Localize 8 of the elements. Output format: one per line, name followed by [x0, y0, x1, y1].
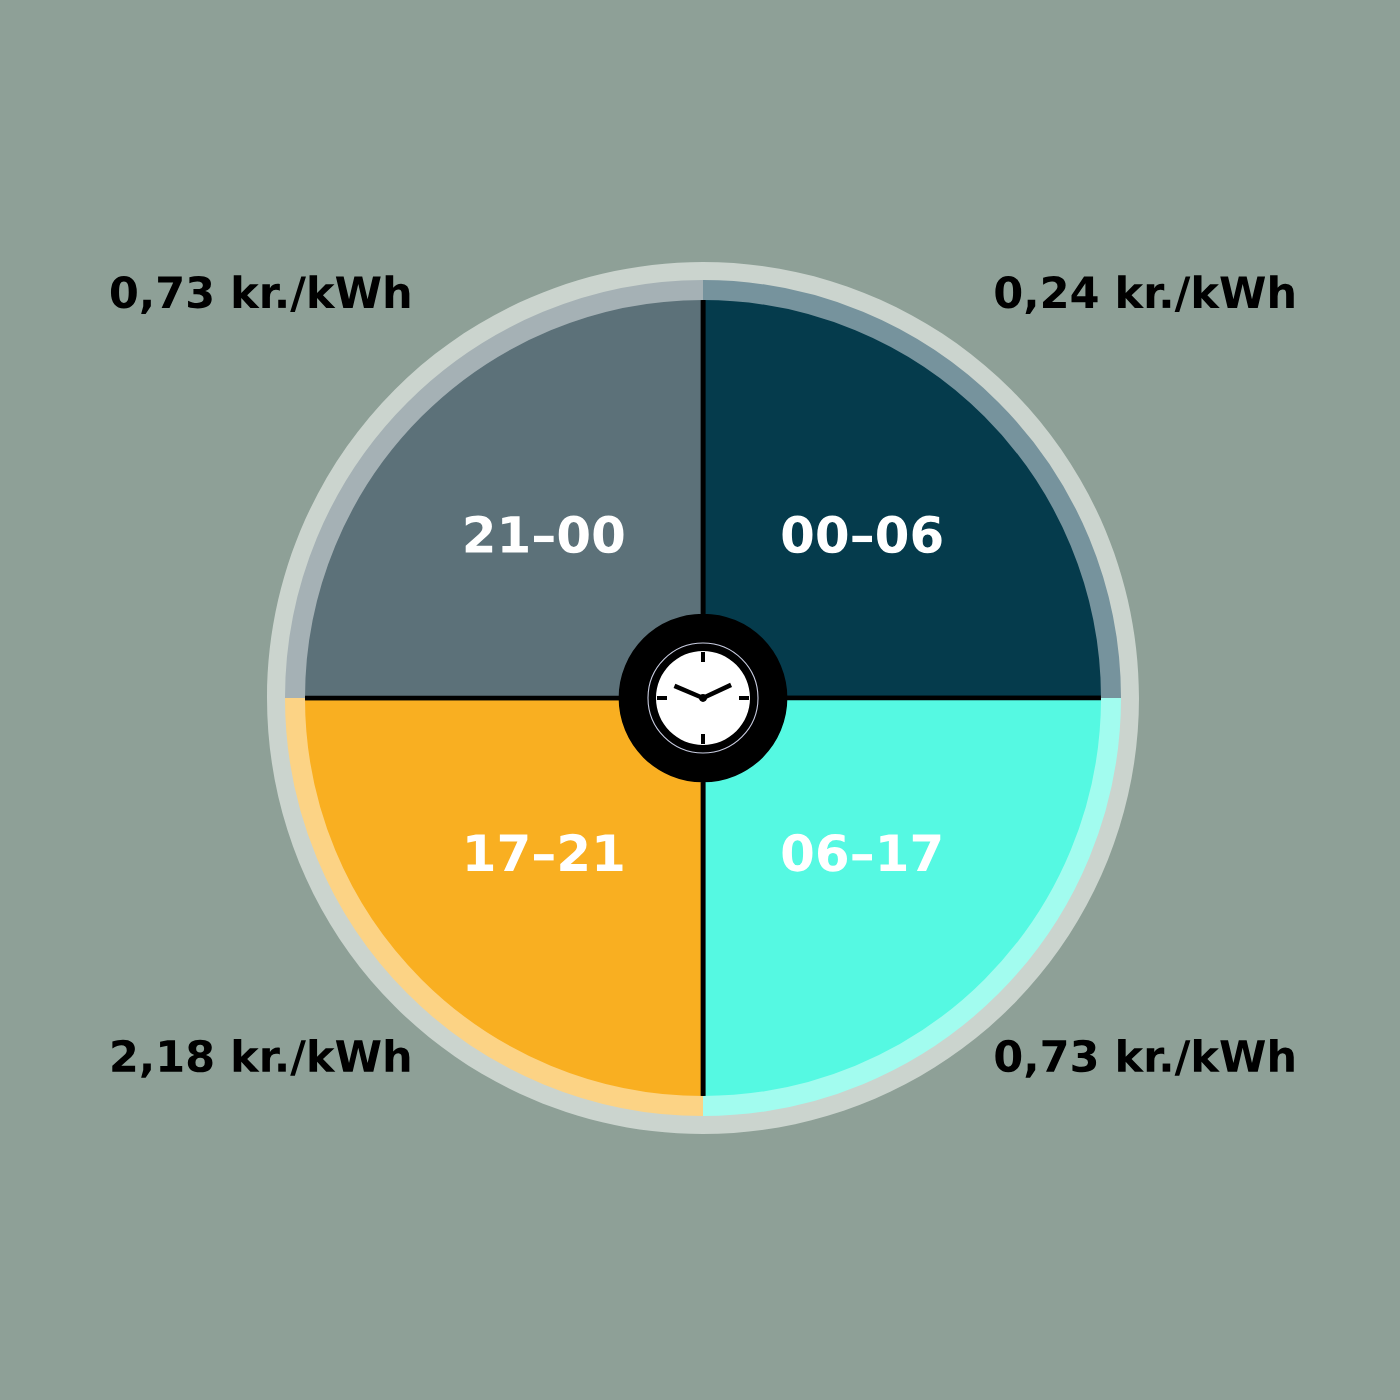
text: 0,73 kr./kWh [110, 275, 410, 314]
text: 0,73 kr./kWh [995, 1038, 1294, 1078]
slice-label: 21–00 [465, 515, 624, 554]
slice-label: 00–06 [782, 515, 942, 554]
text: 0,24 kr./kWh [995, 275, 1294, 314]
slice-label: 06–17 [782, 833, 941, 872]
text: 2,18 kr./kWh [112, 1038, 410, 1078]
slice-label: 17–21 [467, 833, 623, 871]
